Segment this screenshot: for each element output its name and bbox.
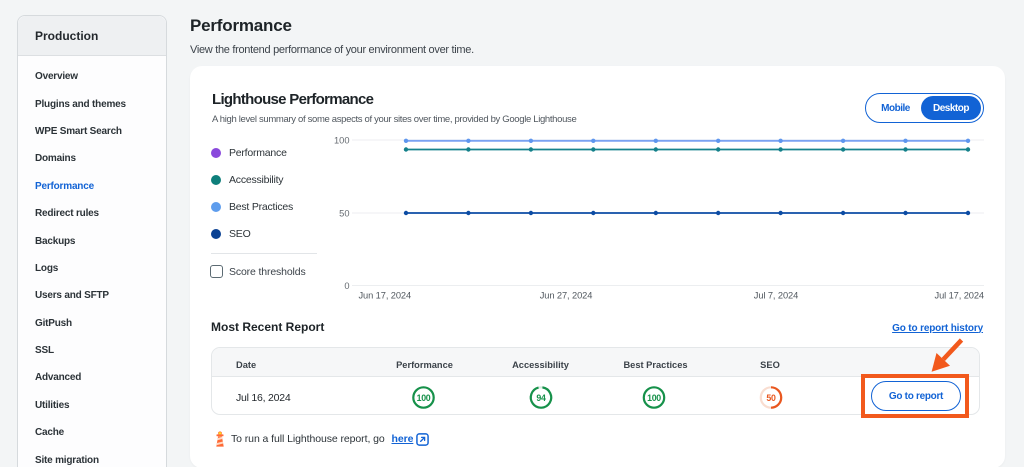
svg-text:Jul 17, 2024: Jul 17, 2024	[935, 291, 984, 301]
svg-text:100: 100	[417, 393, 431, 403]
svg-text:0: 0	[344, 281, 349, 291]
svg-text:50: 50	[339, 209, 349, 219]
svg-text:94: 94	[536, 393, 546, 403]
svg-text:100: 100	[334, 136, 350, 146]
svg-text:Jun 27, 2024: Jun 27, 2024	[540, 291, 593, 301]
svg-text:Jun 17, 2024: Jun 17, 2024	[359, 291, 412, 301]
svg-text:Jul 7, 2024: Jul 7, 2024	[754, 291, 798, 301]
svg-text:100: 100	[647, 393, 661, 403]
svg-text:50: 50	[766, 393, 776, 403]
